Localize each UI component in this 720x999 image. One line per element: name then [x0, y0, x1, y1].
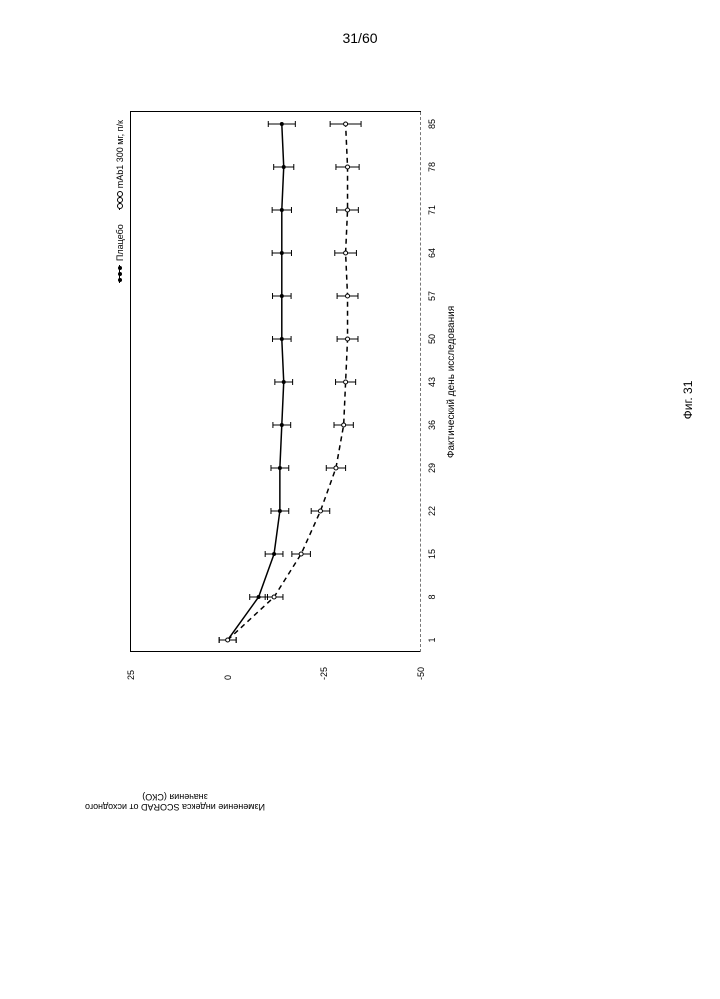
x-tick: 64 — [427, 248, 437, 258]
x-tick: 36 — [427, 420, 437, 430]
x-axis-label: Фактический день исследования — [446, 306, 457, 458]
page-number: 31/60 — [342, 30, 377, 46]
x-tick: 15 — [427, 549, 437, 559]
figure-caption: Фиг. 31 — [681, 381, 695, 420]
legend-marker-treatment — [116, 192, 124, 210]
x-tick: 50 — [427, 334, 437, 344]
y-axis-label-line1: Изменение индекса SCORAD от исходного — [75, 802, 275, 812]
x-tick: 57 — [427, 291, 437, 301]
y-tick: -25 — [319, 667, 329, 680]
legend-marker-placebo — [116, 265, 124, 283]
legend-item-placebo: Плацебо — [115, 224, 125, 283]
y-tick: 25 — [126, 670, 136, 680]
x-tick: 71 — [427, 205, 437, 215]
legend-item-treatment: mAb1 300 мг, п/к — [115, 120, 125, 210]
legend-label-placebo: Плацебо — [115, 224, 125, 261]
x-tick: 1 — [427, 637, 437, 642]
y-axis-label: Изменение индекса SCORAD от исходного зн… — [75, 792, 275, 812]
figure-container: Изменение индекса SCORAD от исходного зн… — [110, 100, 610, 700]
legend-label-treatment: mAb1 300 мг, п/к — [115, 120, 125, 188]
y-axis-label-line2: значения (СКО) — [75, 792, 275, 802]
x-tick: 85 — [427, 119, 437, 129]
x-tick: 29 — [427, 463, 437, 473]
x-tick: 78 — [427, 162, 437, 172]
x-tick: 22 — [427, 506, 437, 516]
y-tick: -50 — [416, 667, 426, 680]
chart-plot-area: Плацебо mAb1 300 мг, п/к Фактический ден… — [130, 111, 421, 652]
y-tick: 0 — [223, 675, 233, 680]
legend: Плацебо mAb1 300 мг, п/к — [115, 120, 125, 283]
chart-svg — [131, 112, 421, 652]
x-tick: 8 — [427, 594, 437, 599]
x-tick: 43 — [427, 377, 437, 387]
